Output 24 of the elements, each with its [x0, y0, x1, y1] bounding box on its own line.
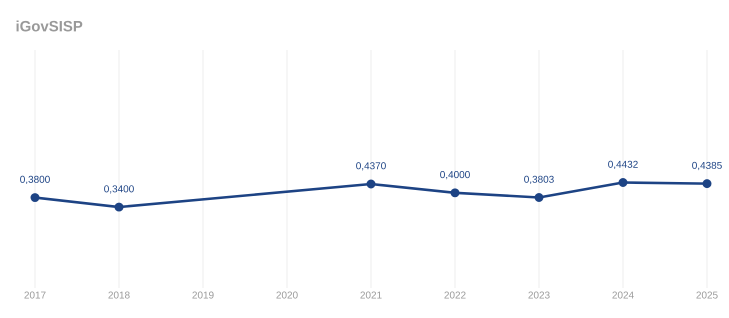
point: [618, 178, 628, 187]
data-label: 0,3803: [524, 176, 554, 184]
x-tick-label: 2020: [276, 292, 298, 299]
x-tick-label: 2024: [612, 292, 634, 299]
x-tick-label: 2019: [192, 292, 214, 299]
x-tick-label: 2023: [528, 292, 550, 299]
point: [366, 180, 376, 188]
point: [114, 202, 124, 212]
data-label: 0,4432: [608, 160, 638, 170]
x-tick-label: 2022: [444, 292, 466, 299]
data-label: 0,3400: [104, 185, 134, 194]
point: [450, 188, 460, 198]
x-tick-label: 2021: [360, 292, 382, 299]
data-label: 0,4000: [440, 171, 470, 180]
point: [534, 193, 544, 202]
data-label: 0,3800: [20, 176, 50, 184]
chart-title: iGovSISP: [16, 20, 82, 32]
point: [30, 193, 40, 202]
x-tick-label: 2025: [696, 292, 718, 299]
data-label: 0,4370: [356, 162, 386, 170]
point: [702, 179, 712, 188]
x-tick-label: 2017: [24, 292, 46, 299]
x-tick-label: 2018: [108, 292, 130, 299]
data-label: 0,4385: [692, 162, 722, 170]
